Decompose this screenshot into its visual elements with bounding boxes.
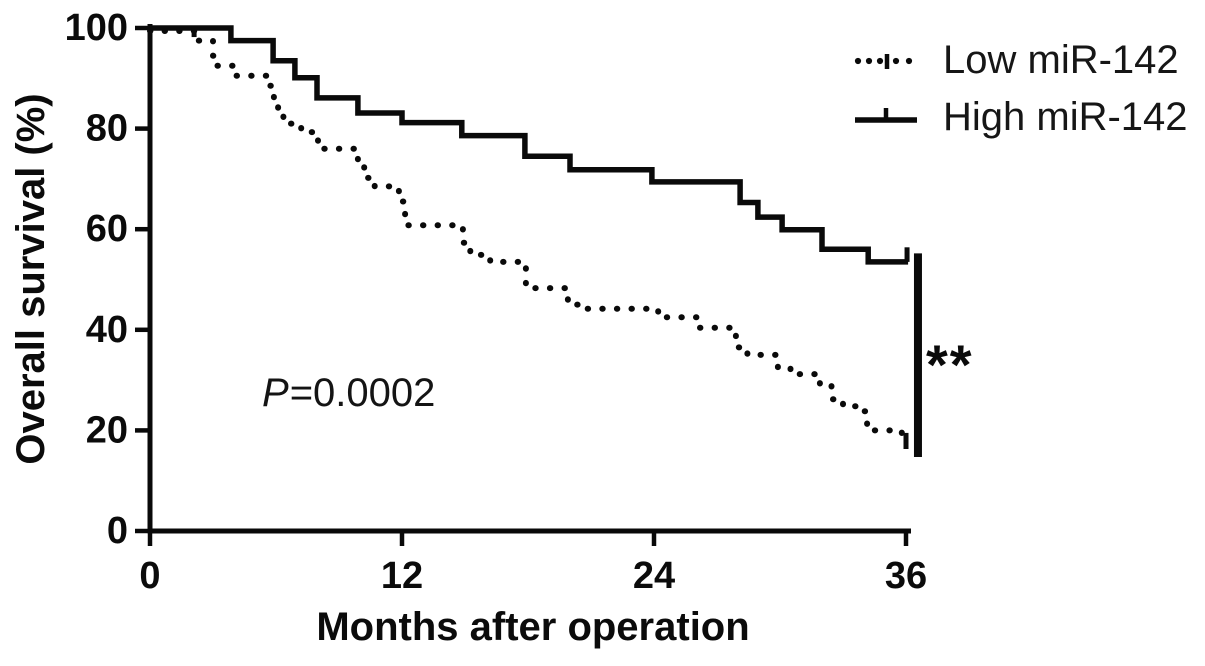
legend: Low miR-142 High miR-142 [853, 36, 1188, 141]
y-axis-title: Overall survival (%) [9, 93, 53, 465]
x-axis-title: Months after operation [316, 605, 750, 649]
y-tick-label: 0 [107, 510, 128, 552]
p-value-symbol: P [262, 371, 290, 415]
x-tick-label: 36 [885, 555, 927, 597]
y-tick-label: 20 [86, 409, 128, 451]
legend-label-low: Low miR-142 [943, 37, 1179, 82]
solid-line-censor-icon [855, 108, 917, 123]
legend-item-high: High miR-142 [853, 93, 1188, 141]
legend-label-high: High miR-142 [943, 94, 1188, 139]
legend-item-low: Low miR-142 [853, 36, 1188, 84]
y-tick-label: 80 [86, 108, 128, 150]
p-value-annotation: P=0.0002 [262, 371, 435, 416]
series-curve-dotted [147, 28, 909, 444]
y-tick-label: 40 [86, 309, 128, 351]
p-value-number: =0.0002 [289, 371, 436, 415]
significance-stars: ** [926, 333, 974, 396]
x-tick-label: 24 [633, 555, 675, 597]
x-tick-label: 0 [139, 555, 160, 597]
x-tick-label: 12 [381, 555, 423, 597]
y-tick-label: 60 [86, 208, 128, 250]
series-curve-solid [150, 25, 909, 265]
dotted-line-censor-icon [854, 54, 913, 69]
y-tick-label: 100 [65, 7, 128, 49]
